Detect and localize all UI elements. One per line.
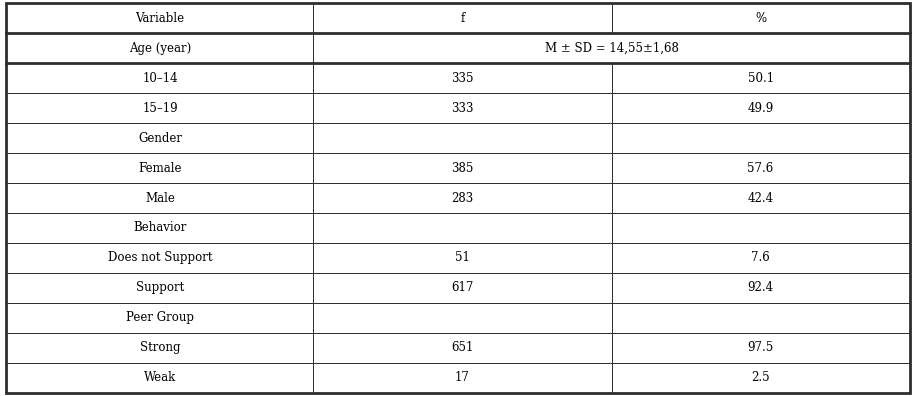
Text: 617: 617 (452, 282, 474, 294)
Text: M ± SD = 14,55±1,68: M ± SD = 14,55±1,68 (545, 42, 679, 55)
Bar (6, 123, 313, 153)
Bar (612, 63, 910, 93)
Text: Variable: Variable (136, 11, 184, 25)
Bar (6, 63, 313, 93)
Text: 42.4: 42.4 (747, 192, 774, 204)
Bar (313, 33, 910, 63)
Bar (6, 303, 313, 333)
Bar (313, 3, 612, 33)
Text: Support: Support (136, 282, 184, 294)
Text: %: % (755, 11, 766, 25)
Bar (6, 243, 313, 273)
Text: 7.6: 7.6 (751, 251, 770, 265)
Bar (313, 153, 612, 183)
Bar (612, 183, 910, 213)
Text: 51: 51 (455, 251, 470, 265)
Text: Does not Support: Does not Support (108, 251, 213, 265)
Bar (313, 363, 612, 393)
Bar (313, 303, 612, 333)
Bar (313, 183, 612, 213)
Text: Male: Male (145, 192, 175, 204)
Bar (6, 93, 313, 123)
Text: 2.5: 2.5 (751, 371, 769, 385)
Bar (612, 243, 910, 273)
Bar (612, 303, 910, 333)
Bar (612, 363, 910, 393)
Bar (612, 333, 910, 363)
Bar (6, 33, 313, 63)
Text: 15–19: 15–19 (142, 102, 178, 114)
Text: Behavior: Behavior (133, 221, 187, 234)
Text: 57.6: 57.6 (747, 162, 774, 175)
Bar (6, 333, 313, 363)
Bar (313, 273, 612, 303)
Bar (6, 153, 313, 183)
Bar (6, 183, 313, 213)
Text: Gender: Gender (138, 131, 182, 145)
Bar (6, 213, 313, 243)
Text: 49.9: 49.9 (747, 102, 774, 114)
Bar (313, 63, 612, 93)
Text: 651: 651 (452, 341, 474, 354)
Bar (6, 363, 313, 393)
Text: 10–14: 10–14 (142, 72, 178, 85)
Text: 385: 385 (452, 162, 474, 175)
Text: 335: 335 (452, 72, 474, 85)
Text: 92.4: 92.4 (747, 282, 774, 294)
Bar (313, 93, 612, 123)
Bar (313, 123, 612, 153)
Bar (612, 93, 910, 123)
Bar (6, 273, 313, 303)
Bar (612, 123, 910, 153)
Bar (612, 273, 910, 303)
Bar (612, 153, 910, 183)
Text: Strong: Strong (140, 341, 180, 354)
Bar (612, 213, 910, 243)
Bar (313, 243, 612, 273)
Text: Age (year): Age (year) (129, 42, 191, 55)
Bar (313, 333, 612, 363)
Text: 283: 283 (452, 192, 474, 204)
Bar (313, 213, 612, 243)
Text: Peer Group: Peer Group (126, 311, 194, 324)
Text: 50.1: 50.1 (747, 72, 774, 85)
Text: 97.5: 97.5 (747, 341, 774, 354)
Bar (612, 3, 910, 33)
Text: Female: Female (138, 162, 181, 175)
Text: 333: 333 (452, 102, 474, 114)
Text: Weak: Weak (144, 371, 176, 385)
Text: 17: 17 (455, 371, 470, 385)
Bar (6, 3, 313, 33)
Text: f: f (461, 11, 464, 25)
